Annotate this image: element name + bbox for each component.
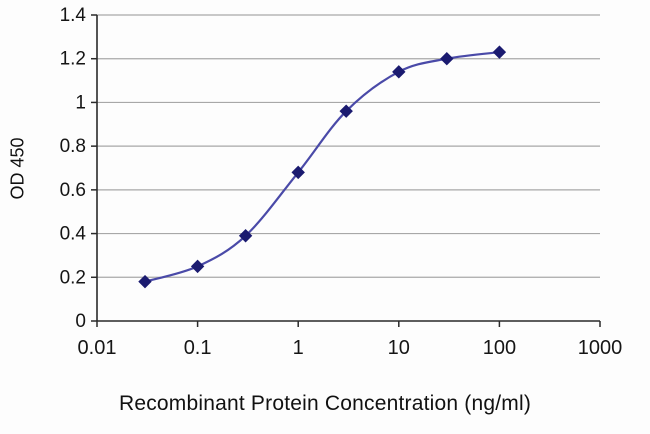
y-axis-title: OD 450 — [7, 137, 28, 200]
svg-text:1.4: 1.4 — [60, 5, 87, 26]
svg-text:1: 1 — [75, 92, 86, 113]
svg-text:0.8: 0.8 — [60, 136, 86, 157]
svg-text:1: 1 — [293, 337, 304, 359]
svg-text:0.01: 0.01 — [78, 337, 117, 359]
svg-text:1000: 1000 — [578, 337, 623, 359]
svg-text:1.2: 1.2 — [60, 49, 86, 70]
svg-text:0: 0 — [75, 311, 86, 332]
svg-text:0.6: 0.6 — [60, 180, 86, 201]
svg-text:0.2: 0.2 — [60, 267, 86, 288]
svg-text:0.4: 0.4 — [60, 224, 87, 245]
x-axis-title: Recombinant Protein Concentration (ng/ml… — [118, 392, 532, 415]
svg-text:0.1: 0.1 — [184, 337, 212, 359]
svg-text:100: 100 — [483, 337, 516, 359]
svg-text:10: 10 — [388, 337, 410, 359]
